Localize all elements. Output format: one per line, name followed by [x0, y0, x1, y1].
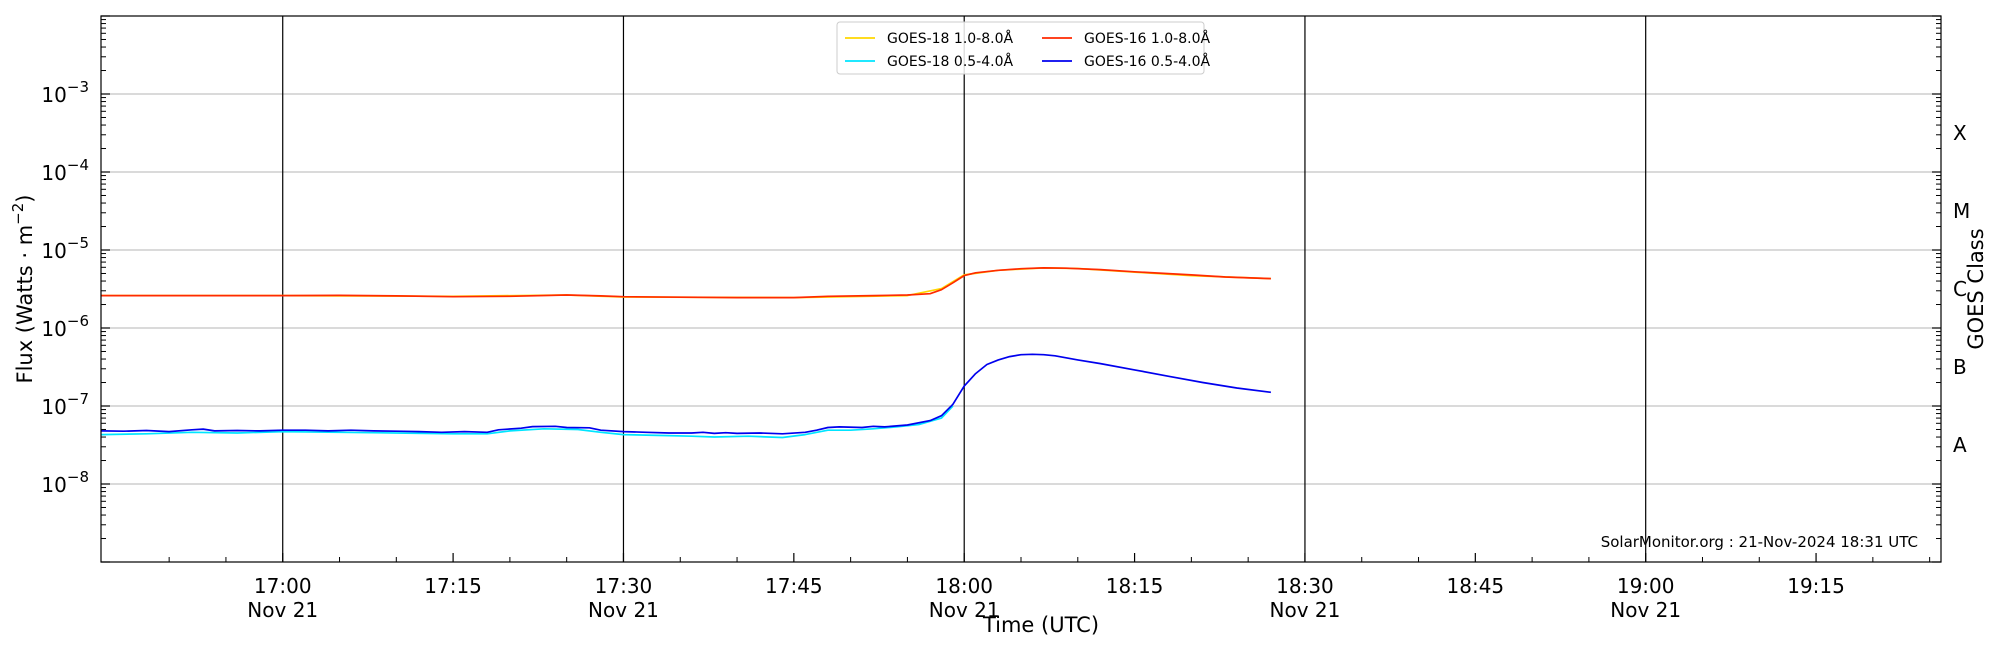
- goes-class-axis-title: GOES Class: [1964, 228, 1988, 349]
- goes-class-label: A: [1953, 433, 1967, 457]
- x-tick-label: 17:30: [595, 574, 653, 598]
- x-tick-sublabel: Nov 21: [1270, 598, 1341, 622]
- series-line: [101, 267, 1271, 299]
- x-tick-sublabel: Nov 21: [247, 598, 318, 622]
- legend-label: GOES-16 1.0-8.0Å: [1084, 30, 1210, 47]
- y-axis-title: Flux (Watts · m−2): [9, 194, 37, 383]
- series-line: [100, 353, 1272, 435]
- goes-class-label: M: [1953, 199, 1970, 223]
- y-tick-label: 10−5: [41, 234, 89, 263]
- x-tick-label: 17:45: [765, 574, 823, 598]
- x-tick-label: 17:15: [424, 574, 482, 598]
- x-tick-label: 19:00: [1617, 574, 1675, 598]
- gridlines: [101, 93, 1941, 485]
- x-tick-label: 17:00: [254, 574, 312, 598]
- series-lines: [100, 267, 1272, 439]
- day-time-lines: [282, 16, 1647, 562]
- x-tick-label: 18:45: [1447, 574, 1505, 598]
- x-tick-label: 19:15: [1787, 574, 1845, 598]
- legend-label: GOES-18 1.0-8.0Å: [887, 30, 1013, 47]
- y-tick-label: 10−8: [41, 468, 89, 497]
- x-tick-label: 18:30: [1276, 574, 1334, 598]
- goes-class-label: B: [1953, 355, 1967, 379]
- axis-ticks: [101, 15, 1941, 563]
- series-line: [100, 405, 954, 439]
- legend: GOES-18 1.0-8.0Å GOES-18 0.5-4.0Å GOES-16 …: [836, 21, 1210, 75]
- legend-label: GOES-18 0.5-4.0Å: [887, 53, 1013, 70]
- goes-class-label: X: [1953, 121, 1967, 145]
- x-axis-title: Time (UTC): [982, 613, 1099, 637]
- x-tick-label: 18:00: [935, 574, 993, 598]
- y-tick-label: 10−4: [41, 156, 89, 185]
- x-tick-sublabel: Nov 21: [588, 598, 659, 622]
- goes-class-label: C: [1953, 277, 1967, 301]
- x-tick-label: 18:15: [1106, 574, 1164, 598]
- credit-text: SolarMonitor.org : 21-Nov-2024 18:31 UTC: [1601, 533, 1918, 551]
- x-tick-sublabel: Nov 21: [1610, 598, 1681, 622]
- legend-label: GOES-16 0.5-4.0Å: [1084, 53, 1210, 70]
- y-tick-label: 10−6: [41, 312, 89, 341]
- x-tick-sublabel: Nov 21: [929, 598, 1000, 622]
- legend-box: [836, 21, 1205, 75]
